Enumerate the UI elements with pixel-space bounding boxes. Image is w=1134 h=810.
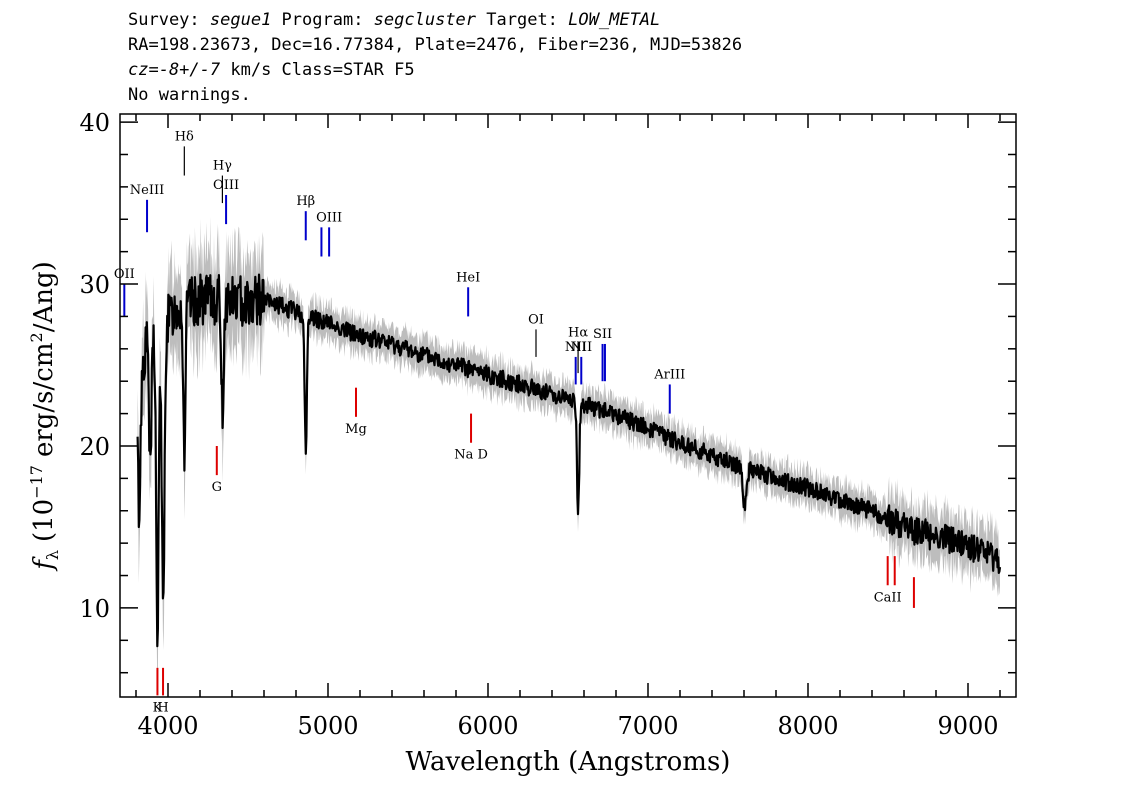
axis-ticks-layer: 4000 5000 6000 7000 8000 9000 10 20 30 40	[79, 109, 1016, 740]
target-key: Target:	[476, 10, 569, 30]
line-label-hβ: Hβ	[296, 194, 315, 209]
y-axis-label-scale: (10	[29, 499, 59, 542]
y-axis-label-exponent-2: 2	[27, 332, 46, 342]
line-label-mg: Mg	[345, 422, 367, 437]
y-tick-label: 30	[79, 271, 110, 299]
plot-frame	[119, 113, 1017, 698]
x-tick-label: 5000	[297, 712, 358, 740]
line-markers-layer: OIINeIIIHδHγOIIIHβOIIIHeIOINIIHαNIISIIAr…	[114, 129, 915, 715]
header-line-1: Survey: segue1 Program: segcluster Targe…	[128, 10, 660, 30]
line-label-k: K	[153, 700, 163, 715]
y-axis-label-exponent: −17	[27, 465, 46, 499]
line-label-neiii: NeIII	[130, 183, 164, 198]
x-tick-label: 7000	[617, 712, 678, 740]
line-label-hγ: Hγ	[213, 159, 232, 174]
x-tick-label: 8000	[777, 712, 838, 740]
survey-value: segue1	[209, 10, 272, 30]
line-label-h: H	[157, 700, 168, 715]
line-label-caii: CaII	[874, 590, 902, 605]
line-label-na-d: Na D	[454, 448, 488, 463]
line-label-nii: NII	[570, 340, 592, 355]
line-label-oiii: OIII	[316, 210, 342, 225]
flux-series-line	[136, 273, 1002, 648]
line-label-hδ: Hδ	[175, 129, 194, 144]
header-line-2: RA=198.23673, Dec=16.77384, Plate=2476, …	[128, 35, 743, 55]
y-axis-label-unit: erg/s/cm	[29, 342, 59, 457]
x-tick-label: 4000	[137, 712, 198, 740]
program-value: segcluster	[373, 10, 477, 30]
line-label-nii: NII	[565, 340, 587, 355]
line-label-hα: Hα	[568, 325, 588, 340]
header-line-4: No warnings.	[128, 85, 251, 105]
x-axis-label: Wavelength (Angstroms)	[406, 747, 731, 777]
y-axis-label-tail: /Ang)	[29, 261, 59, 332]
line-label-g: G	[212, 480, 222, 495]
x-tick-label: 6000	[457, 712, 518, 740]
program-key: Program:	[271, 10, 374, 30]
y-tick-label: 20	[79, 433, 110, 461]
header-line-3: cz=-8+/-7 km/s Class=STAR F5	[128, 60, 415, 80]
y-axis-label-subscript: λ	[43, 550, 62, 560]
error-band-layer	[137, 216, 1001, 688]
line-label-oi: OI	[528, 312, 544, 327]
error-band	[137, 216, 1001, 688]
survey-key: Survey:	[128, 10, 210, 30]
target-value: LOW_METAL	[568, 10, 661, 30]
line-label-sii: SII	[593, 327, 612, 342]
x-tick-label: 9000	[937, 712, 998, 740]
line-label-ariii: ArIII	[653, 367, 685, 382]
flux-layer	[136, 273, 1002, 648]
y-tick-label: 40	[79, 109, 110, 137]
class-info: km/s Class=STAR F5	[220, 60, 415, 80]
y-axis-label: fλ(10−17erg/s/cm2/Ang)	[27, 261, 62, 572]
line-label-oiii: OIII	[213, 178, 239, 193]
redshift-value: cz=-8+/-7	[128, 60, 221, 80]
y-tick-label: 10	[79, 595, 110, 623]
line-label-hei: HeI	[456, 270, 480, 285]
line-label-oii: OII	[114, 267, 135, 282]
